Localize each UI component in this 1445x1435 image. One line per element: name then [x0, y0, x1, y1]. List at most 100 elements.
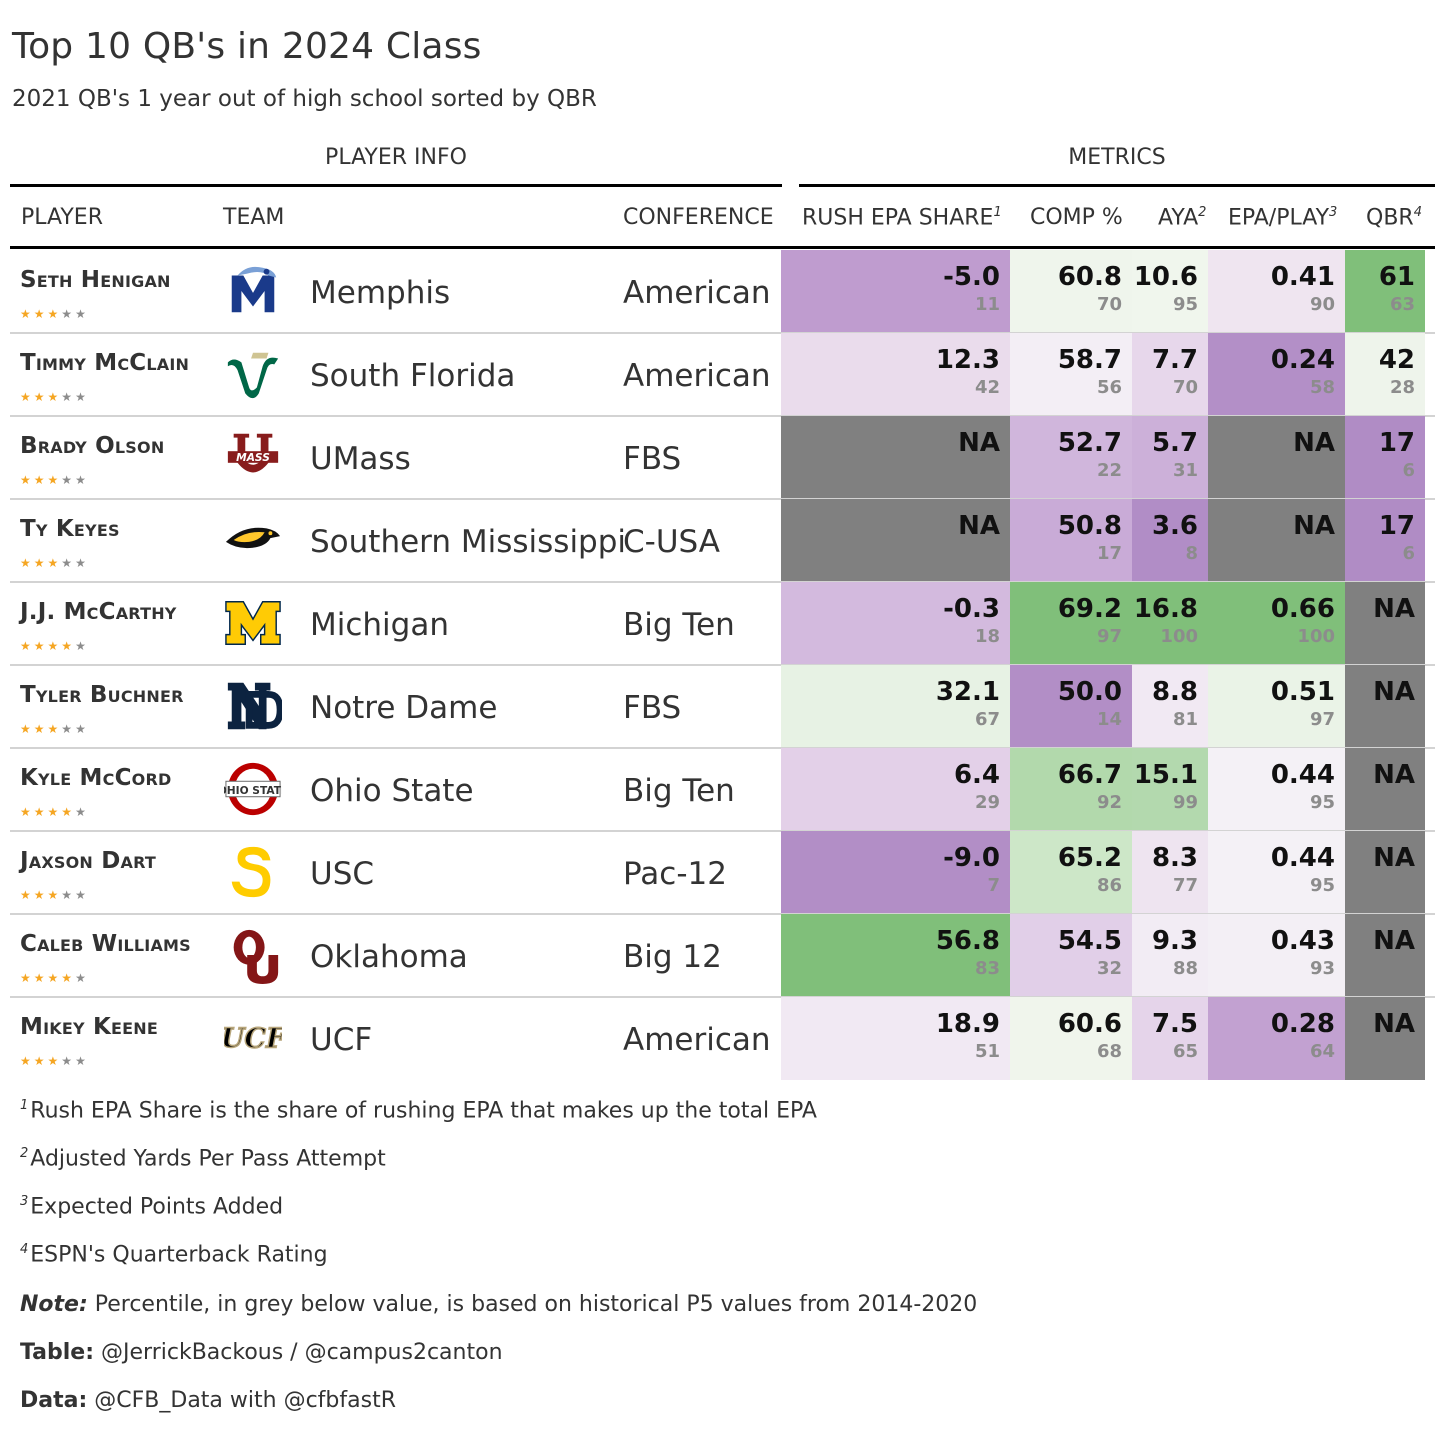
cell-aya: 3.6 8 [1132, 499, 1208, 582]
star-filled-icon: ★ [47, 971, 59, 985]
row-divider [10, 913, 1435, 915]
cell-percentile: 7 [987, 875, 1000, 896]
cell-percentile: 6 [1402, 543, 1415, 564]
cell-rush-epa-share: 56.8 83 [781, 914, 1010, 997]
star-filled-icon: ★ [20, 639, 31, 653]
cell-qbr: NA [1345, 914, 1425, 997]
cell-aya: 10.6 95 [1132, 250, 1208, 333]
cell-epa-play: 0.44 95 [1208, 831, 1345, 914]
star-empty-icon: ★ [75, 888, 86, 902]
cell-epa-play: 0.43 93 [1208, 914, 1345, 997]
table-row: 6.4 29 66.7 92 15.1 99 0.44 95 NA Kyle McCord ★ ★ ★ ★… [10, 748, 1435, 831]
star-filled-icon: ★ [61, 639, 73, 653]
cell-value: NA [958, 511, 1000, 541]
column-header-rush_epa_share: RUSH EPA SHARE1 [802, 205, 1002, 230]
star-rating: ★ ★ ★ ★ ★ [20, 967, 89, 986]
source-note-text: @JerrickBackous / @campus2canton [94, 1340, 503, 1365]
star-filled-icon: ★ [47, 556, 59, 570]
table-row: 18.9 51 60.6 68 7.5 65 0.28 64 NA Mikey Keene ★ ★ ★ ★… [10, 997, 1435, 1080]
cell-percentile: 56 [1096, 377, 1122, 398]
team-name: South Florida [310, 358, 516, 394]
star-empty-icon: ★ [75, 473, 86, 487]
row-divider [10, 664, 1435, 666]
footnote-text: Expected Points Added [30, 1194, 284, 1220]
cell-value: NA [1373, 594, 1415, 624]
cell-rush-epa-share: 18.9 51 [781, 997, 1010, 1080]
cell-value: 0.24 [1270, 345, 1335, 375]
cell-value: 0.44 [1270, 843, 1335, 873]
cell-aya: 15.1 99 [1132, 748, 1208, 831]
cell-value: 3.6 [1151, 511, 1198, 541]
cell-rush-epa-share: NA [781, 416, 1010, 499]
cell-value: 17 [1378, 428, 1415, 458]
cell-percentile: 11 [974, 294, 1000, 315]
cell-aya: 7.7 70 [1132, 333, 1208, 416]
player-name: Timmy McClain [20, 350, 190, 376]
column-header-player: PLAYER [21, 205, 103, 230]
cell-percentile: 58 [1309, 377, 1335, 398]
column-header-qbr: QBR4 [1366, 205, 1422, 230]
cell-comp-pct: 52.7 22 [1010, 416, 1132, 499]
star-filled-icon: ★ [20, 390, 31, 404]
footnote-text: Rush EPA Share is the share of rushing E… [30, 1098, 817, 1124]
source-note: Note: Percentile, in grey below value, i… [20, 1292, 977, 1317]
cell-value: 60.8 [1057, 262, 1122, 292]
column-header-label: TEAM [223, 205, 285, 230]
star-empty-icon: ★ [61, 390, 73, 404]
cell-percentile: 97 [1096, 626, 1122, 647]
star-filled-icon: ★ [33, 307, 45, 321]
cell-value: 52.7 [1057, 428, 1122, 458]
player-name: Jaxson Dart [20, 848, 156, 874]
cell-value: -0.3 [943, 594, 1000, 624]
star-filled-icon: ★ [20, 1054, 31, 1068]
star-empty-icon: ★ [61, 888, 73, 902]
conference-name: Big Ten [623, 773, 735, 809]
source-note-text: Percentile, in grey below value, is base… [87, 1292, 978, 1317]
cell-comp-pct: 58.7 56 [1010, 333, 1132, 416]
footnote: 4ESPN's Quarterback Rating [20, 1242, 328, 1267]
star-filled-icon: ★ [33, 722, 45, 736]
star-rating: ★ ★ ★ ★ ★ [20, 718, 89, 737]
cell-aya: 5.7 31 [1132, 416, 1208, 499]
player-name: Brady Olson [20, 433, 165, 459]
star-filled-icon: ★ [20, 556, 31, 570]
player-name: Mikey Keene [20, 1014, 158, 1040]
cell-value: 66.7 [1057, 760, 1122, 790]
cell-value: 7.7 [1151, 345, 1198, 375]
cell-percentile: 51 [974, 1041, 1000, 1062]
team-name: UMass [310, 441, 411, 477]
row-divider [10, 498, 1435, 500]
row-divider [10, 415, 1435, 417]
player-name: Tyler Buchner [20, 682, 184, 708]
cell-percentile: 64 [1309, 1041, 1335, 1062]
table-row: -9.0 7 65.2 86 8.3 77 0.44 95 NA Jaxson Dart ★ ★ ★ ★ ★… [10, 831, 1435, 914]
star-filled-icon: ★ [20, 805, 31, 819]
cell-percentile: 28 [1389, 377, 1415, 398]
cell-value: 0.43 [1270, 926, 1335, 956]
column-header-label: COMP % [1030, 205, 1123, 230]
cell-rush-epa-share: 6.4 29 [781, 748, 1010, 831]
cell-comp-pct: 60.6 68 [1010, 997, 1132, 1080]
cell-percentile: 95 [1309, 875, 1335, 896]
star-filled-icon: ★ [20, 971, 31, 985]
column-header-label: QBR [1366, 205, 1414, 231]
cell-percentile: 68 [1096, 1041, 1122, 1062]
cell-percentile: 81 [1172, 709, 1198, 730]
conference-name: Pac-12 [623, 856, 727, 892]
cell-epa-play: 0.51 97 [1208, 665, 1345, 748]
cell-epa-play: NA [1208, 416, 1345, 499]
cell-comp-pct: 66.7 92 [1010, 748, 1132, 831]
player-name: Seth Henigan [20, 267, 171, 293]
conference-name: FBS [623, 690, 682, 726]
column-header-label: CONFERENCE [623, 205, 774, 230]
cell-percentile: 6 [1402, 460, 1415, 481]
cell-aya: 8.8 81 [1132, 665, 1208, 748]
column-header-aya: AYA2 [1158, 205, 1206, 230]
footnote-mark: 1 [993, 205, 1002, 220]
row-divider [10, 830, 1435, 832]
star-empty-icon: ★ [75, 1054, 86, 1068]
star-rating: ★ ★ ★ ★ ★ [20, 469, 89, 488]
star-filled-icon: ★ [47, 390, 59, 404]
cell-percentile: 95 [1309, 792, 1335, 813]
conference-name: FBS [623, 441, 682, 477]
